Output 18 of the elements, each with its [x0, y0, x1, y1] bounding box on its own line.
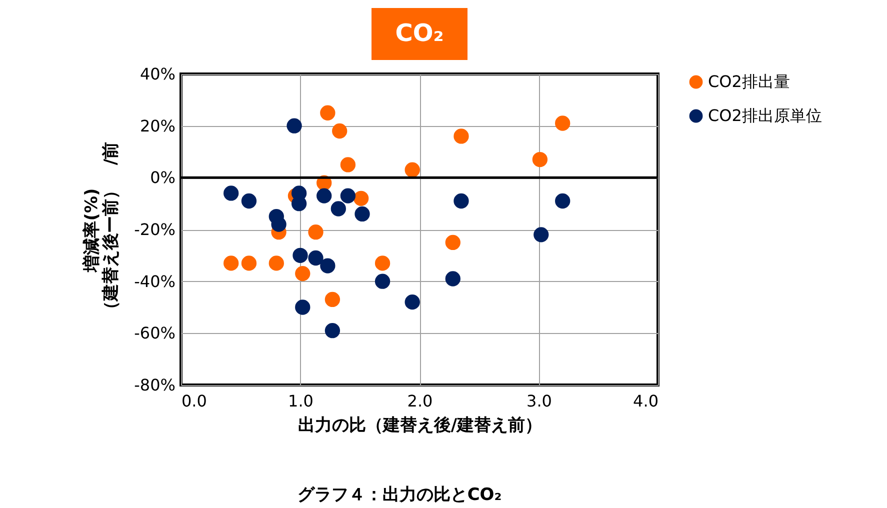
x-tick-label: 0.0: [182, 392, 207, 410]
legend-label: CO2排出量: [708, 72, 790, 91]
y-tick-label: -60%: [134, 324, 176, 343]
y-tick-label: 20%: [140, 116, 176, 136]
legend-label: CO2排出原単位: [708, 106, 822, 125]
x-axis-title: 出力の比（建替え後/建替え前）: [298, 416, 542, 436]
y-tick-label: -20%: [134, 220, 176, 239]
x-tick-label: 4.0: [633, 392, 658, 410]
text: グラフ４：出力の比とCO₂: [297, 485, 502, 505]
y-tick-label: -40%: [134, 272, 176, 291]
y-tick-label: -80%: [134, 376, 176, 394]
x-tick-label: 3.0: [526, 392, 552, 410]
x-tick-label: 1.0: [288, 392, 314, 410]
y-tick-label: 40%: [140, 64, 176, 84]
x-tick-label: 2.0: [407, 392, 433, 410]
y-tick-label: 0%: [150, 168, 176, 188]
y-axis-title: 増減率(%) （建替え後ー前） /前: [81, 142, 122, 318]
chart-title: CO₂: [395, 19, 444, 47]
